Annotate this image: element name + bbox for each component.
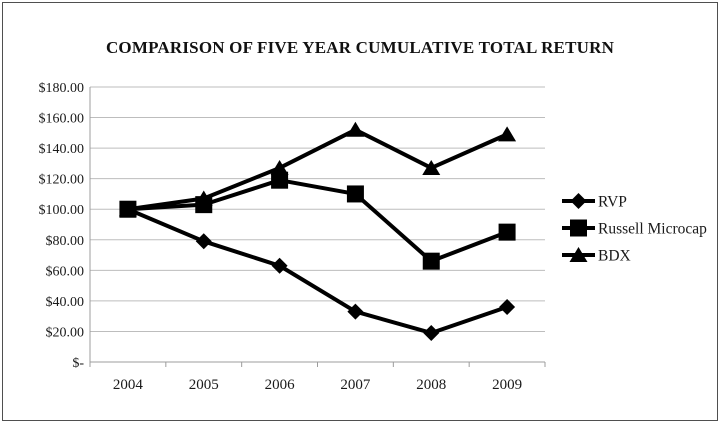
x-tick-label: 2009 [492, 377, 522, 393]
series-marker-rvp [423, 324, 440, 341]
series-line-bdx [127, 127, 508, 212]
series-marker-rvp [195, 233, 212, 250]
x-tick-label: 2005 [189, 377, 219, 393]
x-tick-label: 2004 [113, 377, 144, 393]
y-tick-label: $20.00 [46, 325, 85, 340]
y-tick-label: $140.00 [39, 142, 85, 157]
y-tick-label: $60.00 [46, 264, 85, 279]
legend-key-diamond-icon [570, 193, 587, 209]
y-tick-label: $160.00 [39, 112, 85, 127]
y-tick-label: $180.00 [39, 81, 85, 96]
series-marker-russell-microcap [498, 223, 516, 241]
series-marker-bdx [422, 159, 441, 175]
legend-label: BDX [598, 248, 631, 265]
x-tick-label: 2007 [340, 377, 371, 393]
y-tick-label: $- [72, 356, 84, 371]
x-tick-label: 2008 [416, 377, 446, 393]
legend-key-square-icon [570, 219, 587, 237]
series-marker-russell-microcap [422, 252, 440, 270]
chart-title: COMPARISON OF FIVE YEAR CUMULATIVE TOTAL… [105, 38, 615, 57]
series-line-rvp [127, 207, 508, 335]
series-marker-rvp [271, 257, 288, 274]
series-marker-bdx [498, 126, 517, 142]
series-line-russell-microcap [127, 178, 508, 264]
series-marker-rvp [499, 299, 516, 315]
y-tick-label: $40.00 [46, 295, 85, 310]
legend-key-triangle-icon [569, 247, 588, 262]
series-marker-bdx [270, 159, 289, 175]
series-marker-russell-microcap [195, 196, 213, 214]
legend-label: Russell Microcap [598, 221, 707, 238]
series-marker-rvp [347, 303, 364, 320]
series-marker-russell-microcap [119, 200, 137, 218]
y-tick-label: $100.00 [39, 203, 85, 218]
series-marker-bdx [346, 121, 365, 137]
y-tick-label: $80.00 [46, 234, 85, 249]
x-tick-label: 2006 [265, 377, 296, 393]
series-marker-russell-microcap [346, 185, 364, 203]
legend-label: RVP [598, 194, 627, 211]
series-marker-russell-microcap [271, 171, 289, 189]
y-tick-label: $120.00 [39, 173, 85, 188]
